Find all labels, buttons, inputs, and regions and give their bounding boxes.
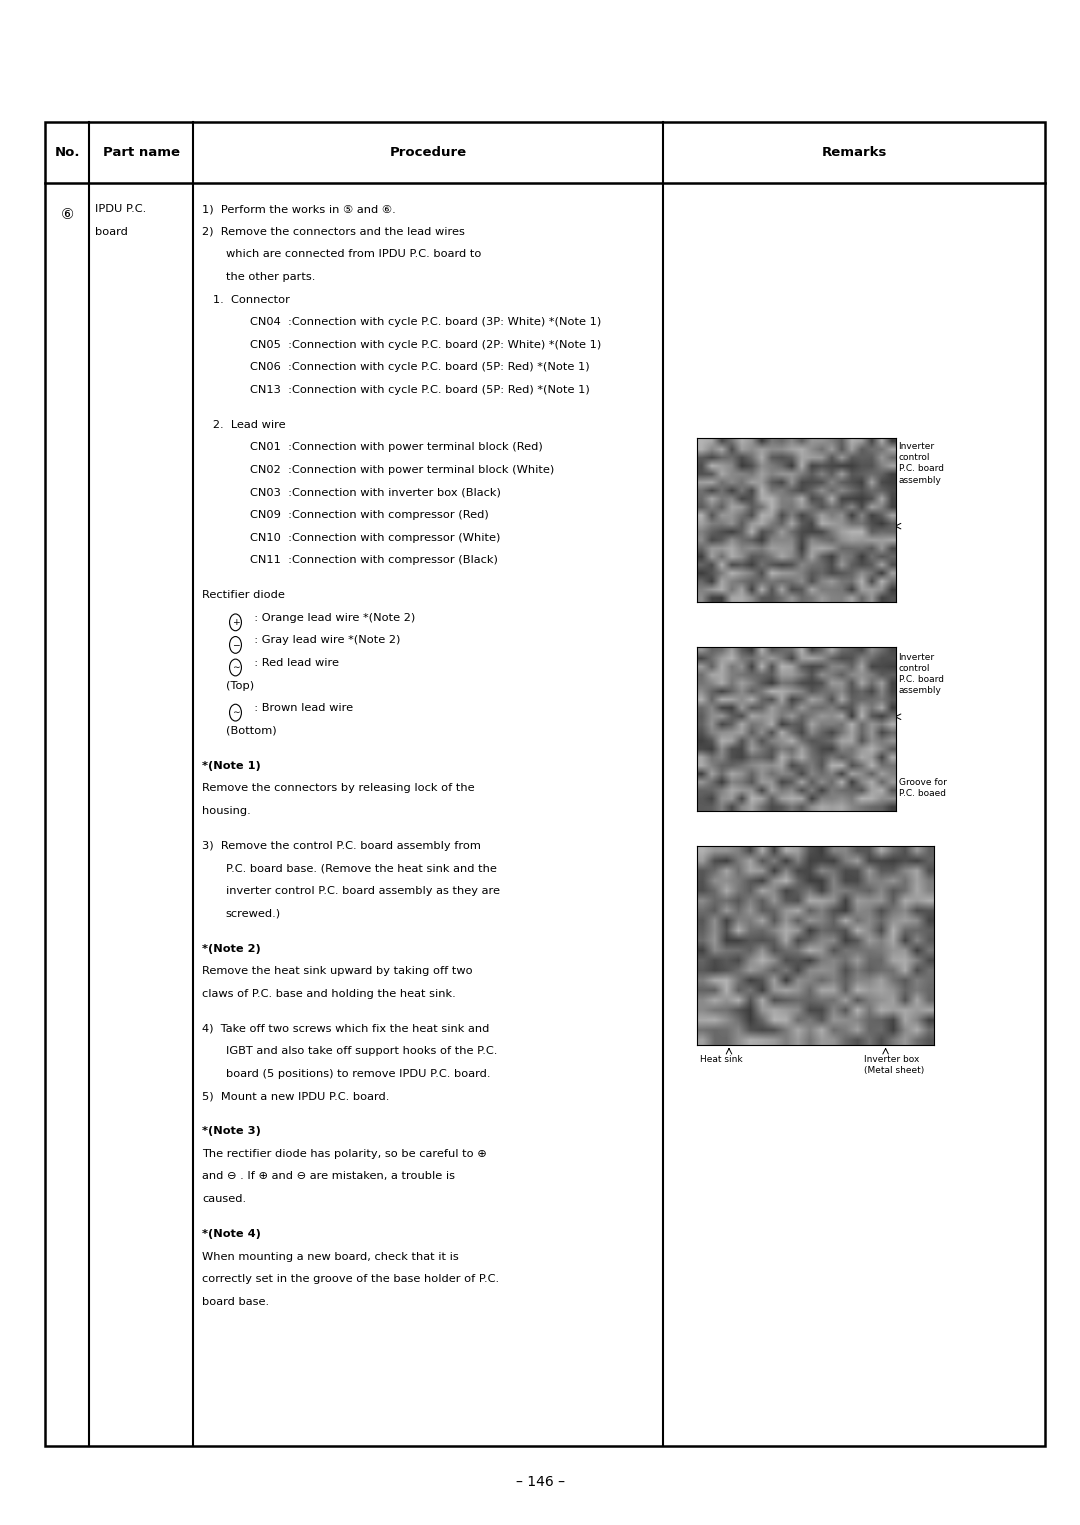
Text: : Brown lead wire: : Brown lead wire xyxy=(247,703,353,714)
Text: (Top): (Top) xyxy=(226,680,254,691)
Text: Inverter
control
P.C. board
assembly: Inverter control P.C. board assembly xyxy=(899,653,944,695)
Text: IGBT and also take off support hooks of the P.C.: IGBT and also take off support hooks of … xyxy=(226,1046,497,1057)
Text: Part name: Part name xyxy=(103,146,180,159)
Text: 3)  Remove the control P.C. board assembly from: 3) Remove the control P.C. board assembl… xyxy=(202,840,481,851)
Text: IPDU P.C.: IPDU P.C. xyxy=(95,204,146,215)
Text: screwed.): screwed.) xyxy=(226,909,281,918)
Text: – 146 –: – 146 – xyxy=(515,1475,565,1490)
Text: 1)  Perform the works in ⑤ and ⑥.: 1) Perform the works in ⑤ and ⑥. xyxy=(202,204,395,215)
Text: CN04  :Connection with cycle P.C. board (3P: White) *(Note 1): CN04 :Connection with cycle P.C. board (… xyxy=(249,317,600,328)
Text: *(Note 4): *(Note 4) xyxy=(202,1229,261,1238)
Text: : Orange lead wire *(Note 2): : Orange lead wire *(Note 2) xyxy=(247,613,416,622)
Text: Heat sink: Heat sink xyxy=(700,1055,742,1064)
Text: Rectifier diode: Rectifier diode xyxy=(202,590,285,601)
Text: Groove for
P.C. boaed: Groove for P.C. boaed xyxy=(899,778,946,798)
Text: ∼: ∼ xyxy=(231,663,240,673)
Text: and ⊖ . If ⊕ and ⊖ are mistaken, a trouble is: and ⊖ . If ⊕ and ⊖ are mistaken, a troub… xyxy=(202,1171,455,1182)
Text: −: − xyxy=(231,640,240,650)
Text: CN03  :Connection with inverter box (Black): CN03 :Connection with inverter box (Blac… xyxy=(249,488,500,497)
Text: 1.  Connector: 1. Connector xyxy=(202,294,289,305)
Text: caused.: caused. xyxy=(202,1194,246,1205)
Text: CN09  :Connection with compressor (Red): CN09 :Connection with compressor (Red) xyxy=(249,511,488,520)
Text: which are connected from IPDU P.C. board to: which are connected from IPDU P.C. board… xyxy=(226,250,482,259)
Text: CN02  :Connection with power terminal block (White): CN02 :Connection with power terminal blo… xyxy=(249,465,554,474)
Text: board: board xyxy=(95,227,127,236)
Text: housing.: housing. xyxy=(202,805,251,816)
Text: *(Note 2): *(Note 2) xyxy=(202,944,260,953)
Text: No.: No. xyxy=(55,146,80,159)
Text: board base.: board base. xyxy=(202,1296,269,1307)
Text: Inverter
control
P.C. board
assembly: Inverter control P.C. board assembly xyxy=(899,442,944,485)
Text: Remove the heat sink upward by taking off two: Remove the heat sink upward by taking of… xyxy=(202,967,473,976)
Text: The rectifier diode has polarity, so be careful to ⊕: The rectifier diode has polarity, so be … xyxy=(202,1148,487,1159)
Text: 2.  Lead wire: 2. Lead wire xyxy=(202,419,285,430)
Text: 4)  Take off two screws which fix the heat sink and: 4) Take off two screws which fix the hea… xyxy=(202,1023,489,1034)
Text: CN05  :Connection with cycle P.C. board (2P: White) *(Note 1): CN05 :Connection with cycle P.C. board (… xyxy=(249,340,600,349)
Text: CN11  :Connection with compressor (Black): CN11 :Connection with compressor (Black) xyxy=(249,555,498,566)
Text: Remarks: Remarks xyxy=(822,146,887,159)
Text: (Bottom): (Bottom) xyxy=(226,726,276,735)
Text: Remove the connectors by releasing lock of the: Remove the connectors by releasing lock … xyxy=(202,784,474,793)
Text: P.C. board base. (Remove the heat sink and the: P.C. board base. (Remove the heat sink a… xyxy=(226,863,497,874)
Text: the other parts.: the other parts. xyxy=(226,271,315,282)
Text: claws of P.C. base and holding the heat sink.: claws of P.C. base and holding the heat … xyxy=(202,988,456,999)
Text: : Red lead wire: : Red lead wire xyxy=(247,657,339,668)
Text: *(Note 1): *(Note 1) xyxy=(202,761,260,770)
Text: Procedure: Procedure xyxy=(390,146,467,159)
Text: 5)  Mount a new IPDU P.C. board.: 5) Mount a new IPDU P.C. board. xyxy=(202,1092,390,1101)
Text: inverter control P.C. board assembly as they are: inverter control P.C. board assembly as … xyxy=(226,886,500,897)
Text: *(Note 3): *(Note 3) xyxy=(202,1127,261,1136)
Text: board (5 positions) to remove IPDU P.C. board.: board (5 positions) to remove IPDU P.C. … xyxy=(226,1069,490,1078)
Text: correctly set in the groove of the base holder of P.C.: correctly set in the groove of the base … xyxy=(202,1275,499,1284)
Text: ⑥: ⑥ xyxy=(60,207,73,223)
Text: Inverter box
(Metal sheet): Inverter box (Metal sheet) xyxy=(864,1055,924,1075)
Text: +: + xyxy=(231,618,240,627)
Text: : Gray lead wire *(Note 2): : Gray lead wire *(Note 2) xyxy=(247,636,401,645)
Text: CN13  :Connection with cycle P.C. board (5P: Red) *(Note 1): CN13 :Connection with cycle P.C. board (… xyxy=(249,384,590,395)
Text: When mounting a new board, check that it is: When mounting a new board, check that it… xyxy=(202,1252,459,1261)
Text: 2)  Remove the connectors and the lead wires: 2) Remove the connectors and the lead wi… xyxy=(202,227,464,236)
Text: CN10  :Connection with compressor (White): CN10 :Connection with compressor (White) xyxy=(249,532,500,543)
Text: ∼: ∼ xyxy=(231,708,240,717)
Text: CN01  :Connection with power terminal block (Red): CN01 :Connection with power terminal blo… xyxy=(249,442,542,453)
Bar xyxy=(45,122,1045,1446)
Text: CN06  :Connection with cycle P.C. board (5P: Red) *(Note 1): CN06 :Connection with cycle P.C. board (… xyxy=(249,363,590,372)
